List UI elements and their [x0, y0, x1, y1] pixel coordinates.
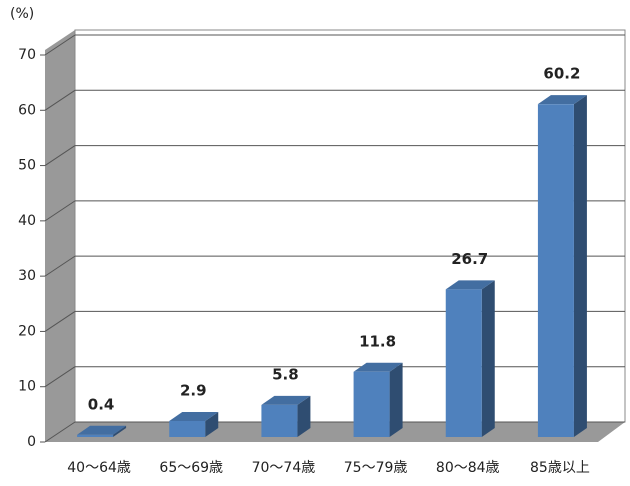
bar: [261, 404, 298, 437]
value-label: 0.4: [88, 395, 115, 413]
grid-line: [44, 89, 76, 111]
value-label: 5.8: [272, 365, 299, 383]
grid-line: [44, 311, 76, 332]
value-label: 26.7: [451, 250, 488, 268]
bar-side: [389, 362, 403, 437]
bar-side: [481, 280, 495, 437]
y-tick-label: 0: [27, 434, 36, 450]
bar: [537, 104, 574, 438]
bar-side: [205, 411, 219, 437]
bar: [353, 371, 390, 437]
value-label: 11.8: [359, 332, 396, 350]
x-tick-label: 85歳以上: [530, 460, 590, 476]
bar-top: [77, 425, 127, 435]
y-tick-label: 30: [18, 268, 36, 284]
grid-line: [44, 200, 76, 222]
grid-line: [44, 366, 76, 388]
bar: [445, 289, 482, 437]
y-tick-label: 60: [18, 102, 36, 118]
x-tick-label: 75～79歳: [344, 460, 408, 476]
value-label: 60.2: [543, 65, 580, 83]
bar-top: [445, 280, 495, 290]
x-tick-label: 65～69歳: [159, 460, 223, 476]
bar-top: [169, 411, 219, 421]
x-tick-label: 70～74歳: [252, 460, 316, 476]
grid-line: [44, 255, 76, 277]
bar-top: [353, 362, 403, 372]
bar-top: [261, 395, 311, 405]
x-tick-label: 40～64歳: [67, 460, 131, 476]
grid-line: [44, 34, 76, 56]
y-tick-label: 70: [18, 47, 36, 63]
bar-side: [573, 95, 587, 438]
y-axis-label: (%): [10, 6, 34, 22]
x-tick-label: 80～84歳: [436, 460, 500, 476]
left-wall: [45, 30, 75, 442]
bar: [169, 420, 206, 437]
grid-line: [44, 421, 76, 443]
bar-side: [297, 395, 311, 437]
bar-top: [537, 95, 587, 105]
bar-side: [113, 425, 127, 437]
value-label: 2.9: [180, 381, 207, 399]
y-tick-label: 40: [18, 213, 36, 229]
y-tick-label: 50: [18, 158, 36, 174]
grid-line: [44, 145, 76, 166]
y-tick-label: 10: [18, 379, 36, 395]
bar: [77, 434, 114, 437]
y-tick-label: 20: [18, 323, 36, 339]
